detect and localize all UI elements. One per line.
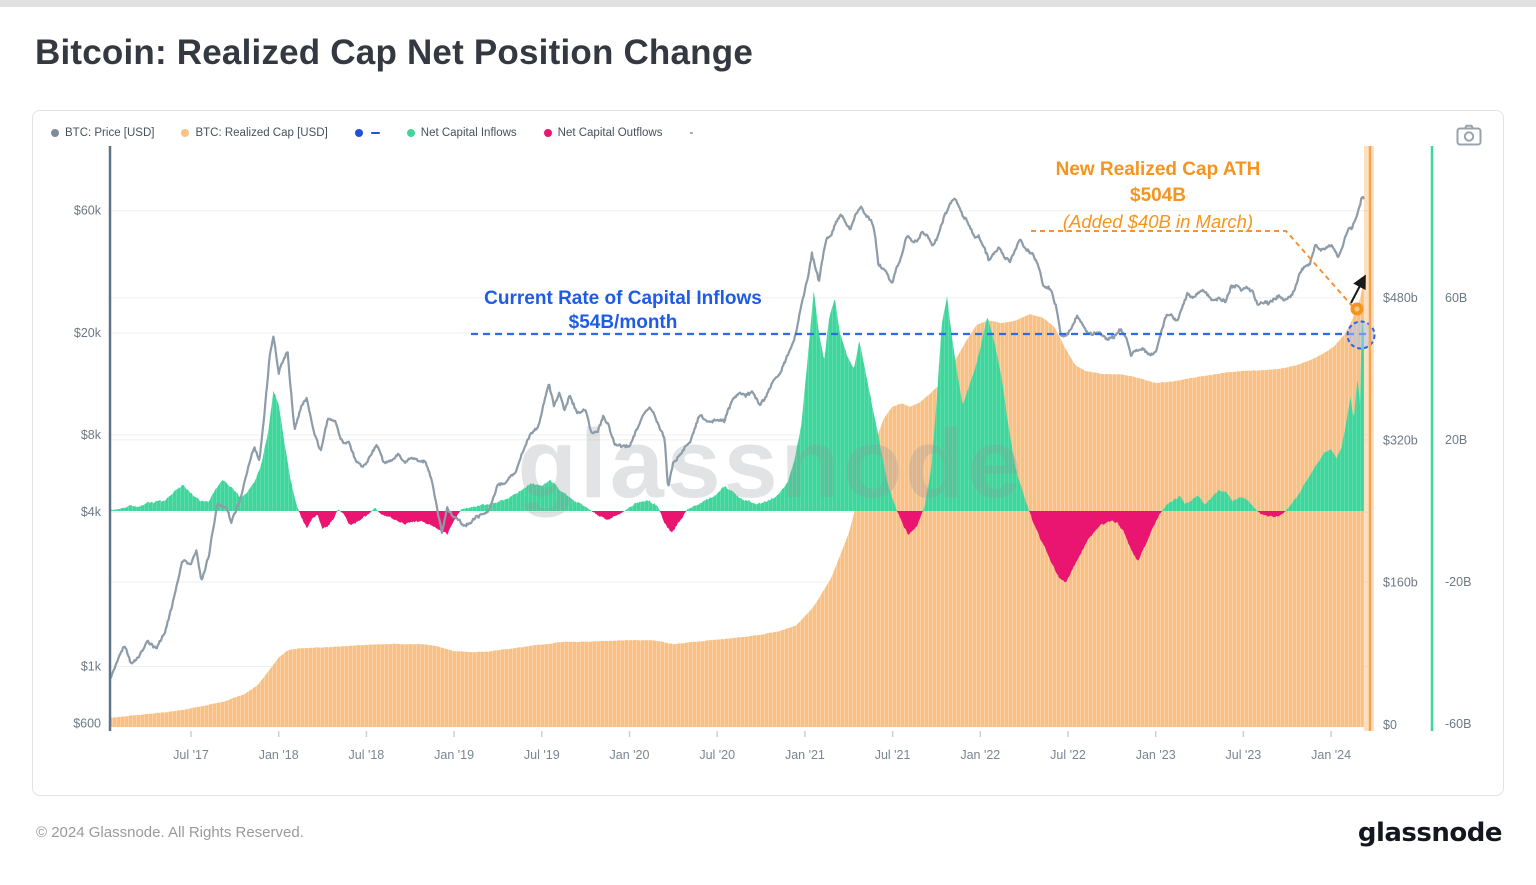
price-axis-tick-label: $4k (81, 505, 102, 519)
price-axis-tick-label: $1k (81, 660, 102, 674)
chart-canvas[interactable]: glassnode $60k $20k $8k $4k $1k $600 $480b $320… (33, 111, 1503, 795)
x-axis-tick-label: Jul '19 (524, 748, 560, 762)
x-axis-tick-label: Jul '17 (173, 748, 209, 762)
page-title: Bitcoin: Realized Cap Net Position Chang… (35, 33, 753, 72)
legend-dot-btc-price (51, 129, 59, 137)
x-axis-tick-label: Jul '23 (1226, 748, 1262, 762)
legend-label: Net Capital Inflows (420, 127, 517, 139)
legend-label: BTC: Realized Cap [USD] (195, 127, 328, 139)
x-axis-tick-label: Jan '21 (785, 748, 825, 762)
chart-card: glassnode $60k $20k $8k $4k $1k $600 $480b $320… (32, 110, 1504, 796)
legend-label: BTC: Price [USD] (65, 127, 155, 139)
screenshot-camera-button[interactable] (1453, 123, 1485, 149)
ath-marker-dot-center (1354, 306, 1360, 312)
realized-cap-axis-tick-label: $160b (1383, 576, 1418, 590)
x-axis-tick-label: Jan '22 (960, 748, 1000, 762)
realized-cap-axis-tick-label: $480b (1383, 291, 1418, 305)
price-axis-tick-label: $600 (73, 716, 101, 730)
legend-dot-net-capital-outflows (543, 129, 552, 137)
legend-dot-net-position-change (354, 129, 363, 137)
window-top-strip (0, 0, 1536, 7)
x-axis-tick-label: Jul '22 (1050, 748, 1086, 762)
legend-item-extra[interactable]: - (689, 127, 693, 139)
realized-cap-axis-tick-label: $320b (1383, 433, 1418, 447)
flow-axis-tick-label: 60B (1445, 291, 1467, 305)
legend-item-btc-price[interactable]: BTC: Price [USD] (51, 127, 154, 139)
x-axis-tick-label: Jan '20 (610, 748, 650, 762)
x-axis-tick-label: Jan '18 (259, 748, 299, 762)
legend-dash-net-position-change (370, 131, 380, 135)
legend-dot-net-capital-inflows (406, 129, 415, 137)
x-axis-tick-label: Jan '23 (1136, 748, 1176, 762)
legend-item-net-position-change[interactable] (354, 129, 380, 137)
ath-annotation-pointer-line (1031, 230, 1354, 308)
price-axis-tick-label: $20k (74, 326, 102, 340)
x-axis-tick-label: Jan '19 (434, 748, 474, 762)
legend-label: Net Capital Outflows (557, 127, 663, 139)
legend-item-btc-realized-cap[interactable]: BTC: Realized Cap [USD] (181, 127, 328, 139)
x-axis-tick-label: Jul '21 (875, 748, 911, 762)
flow-axis-tick-label: -60B (1445, 717, 1471, 731)
axis-labels: $60k $20k $8k $4k $1k $600 $480b $320b $160b $0 60… (73, 204, 1471, 762)
realized-cap-area (110, 280, 1364, 727)
x-axis-tick-label: Jan '24 (1311, 748, 1351, 762)
legend: BTC: Price [USD] BTC: Realized Cap [USD] N… (51, 121, 693, 145)
inflow-highlight-circle (1346, 320, 1376, 350)
btc-price-line (109, 195, 1365, 679)
copyright-text: © 2024 Glassnode. All Rights Reserved. (36, 824, 304, 841)
net-capital-outflows-area (110, 511, 1364, 583)
x-axis-tick-label: Jul '18 (349, 748, 385, 762)
price-axis-tick-label: $8k (81, 428, 102, 442)
realized-cap-axis-tick-label: $0 (1383, 718, 1397, 732)
flow-axis-tick-label: 20B (1445, 433, 1467, 447)
glassnode-logo: glassnode (1357, 818, 1503, 848)
price-axis-tick-label: $60k (74, 204, 102, 218)
trend-arrow (1350, 274, 1366, 304)
flow-axis-tick-label: -20B (1445, 575, 1471, 589)
legend-item-net-capital-inflows[interactable]: Net Capital Inflows (406, 127, 517, 139)
glassnode-watermark: glassnode (518, 409, 1025, 518)
x-axis-tick-label: Jul '20 (699, 748, 735, 762)
legend-dot-btc-realized-cap (181, 129, 190, 137)
legend-label: - (689, 127, 694, 139)
legend-item-net-capital-outflows[interactable]: Net Capital Outflows (543, 127, 663, 139)
camera-icon (1456, 124, 1482, 145)
